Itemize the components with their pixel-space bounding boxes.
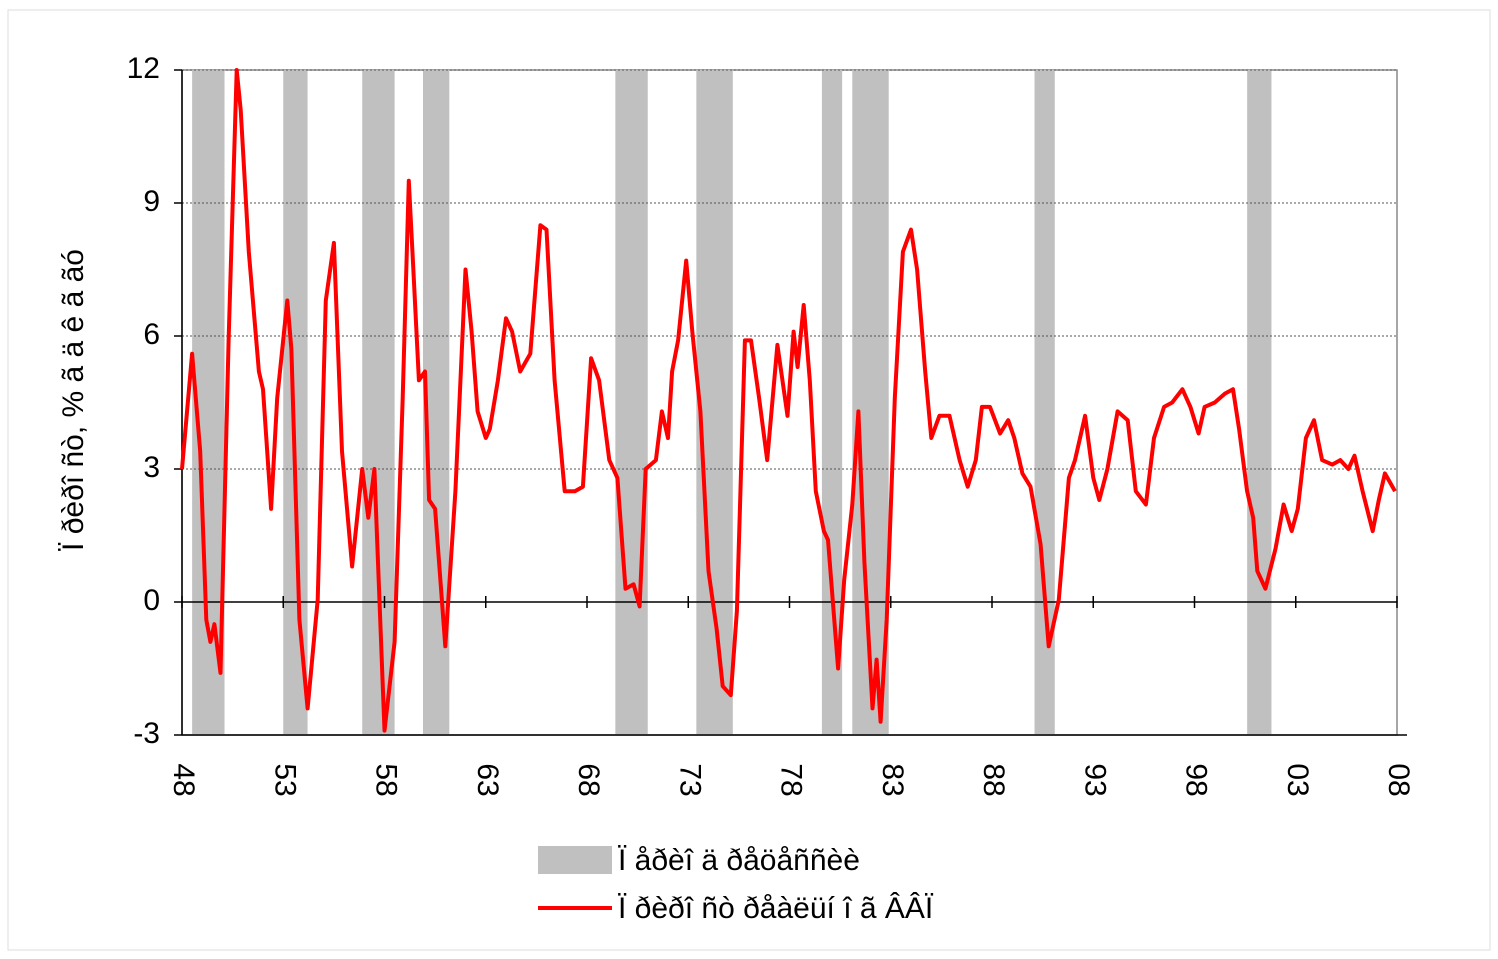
y-tick-label: 6 <box>143 318 160 351</box>
x-tick-label: 03 <box>1281 763 1314 796</box>
x-tick-label: 53 <box>268 763 301 796</box>
recession-band <box>283 70 308 735</box>
legend-label: Ï ðèðî ñò ðåàëüí î ã ÂÂÏ <box>618 892 934 925</box>
x-tick-label: 98 <box>1180 763 1213 796</box>
y-tick-label: 12 <box>127 52 160 85</box>
y-tick-label: 9 <box>143 185 160 218</box>
recession-band <box>362 70 395 735</box>
recession-band <box>852 70 889 735</box>
recession-band <box>696 70 733 735</box>
x-tick-label: 88 <box>977 763 1010 796</box>
x-tick-label: 83 <box>876 763 909 796</box>
chart-frame <box>7 9 1491 951</box>
x-tick-label: 48 <box>167 763 200 796</box>
x-tick-label: 78 <box>775 763 808 796</box>
y-axis-label: Ï ðèðî ñò, % ã ä ê ã ãó <box>57 249 90 551</box>
x-tick-label: 93 <box>1078 763 1111 796</box>
x-tick-label: 58 <box>370 763 403 796</box>
recession-band <box>821 70 843 735</box>
x-tick-label: 63 <box>471 763 504 796</box>
recession-band <box>615 70 648 735</box>
legend-label: Ï åðèî ä ðåöåññèè <box>618 844 860 877</box>
y-tick-label: 3 <box>143 451 160 484</box>
recession-band <box>1247 70 1272 735</box>
x-tick-label: 73 <box>673 763 706 796</box>
legend-swatch <box>538 846 612 874</box>
y-tick-label: 0 <box>143 584 160 617</box>
x-tick-label: 08 <box>1382 763 1415 796</box>
y-tick-label: -3 <box>133 717 160 750</box>
x-tick-label: 68 <box>572 763 605 796</box>
recession-band <box>1034 70 1055 735</box>
data-line <box>180 68 1397 733</box>
